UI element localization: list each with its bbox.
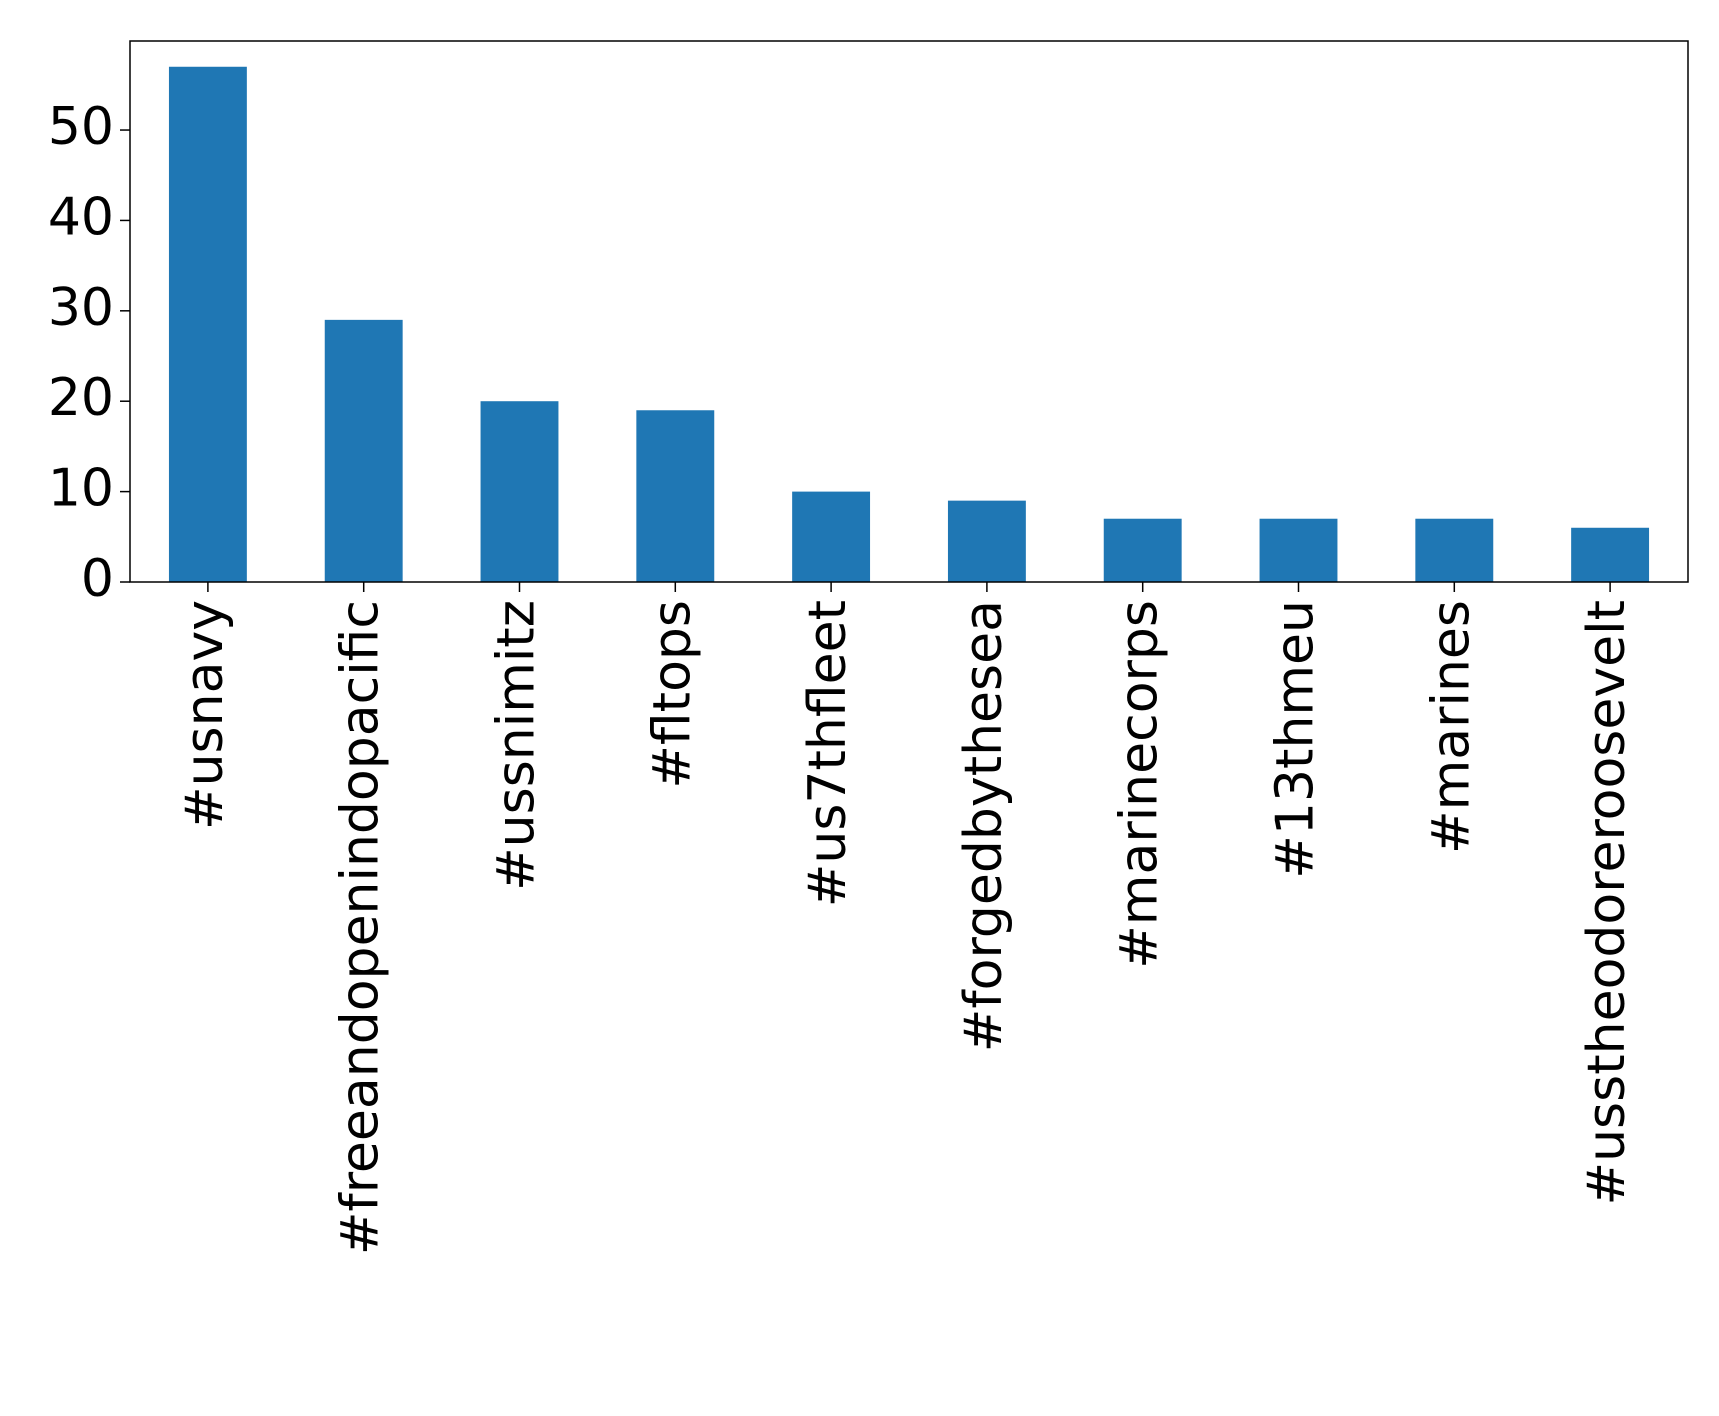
x-tick-label: #usnavy — [175, 600, 235, 830]
plot-frame — [129, 40, 1689, 583]
x-tick-label: #marines — [1421, 600, 1481, 854]
x-tick-label: #marinecorps — [1110, 600, 1170, 969]
x-tick-label: #13thmeu — [1266, 600, 1326, 879]
bar — [947, 500, 1026, 582]
bar — [1415, 518, 1494, 582]
y-tick-label: 10 — [48, 459, 114, 519]
x-tick-label: #usstheodoreroosevelt — [1577, 600, 1637, 1205]
bar — [792, 491, 871, 582]
y-tick-label: 30 — [48, 278, 114, 338]
y-tick-label: 20 — [48, 368, 114, 428]
bar — [1103, 518, 1182, 582]
bar — [1571, 527, 1650, 582]
y-tick-label: 0 — [81, 549, 114, 609]
bar — [168, 66, 247, 582]
x-tick-label: #ussnimitz — [487, 600, 547, 891]
bar — [324, 319, 403, 582]
bar — [636, 410, 715, 582]
x-tick-label: #us7thfleet — [798, 600, 858, 907]
y-tick-label: 40 — [48, 187, 114, 247]
bar — [1259, 518, 1338, 582]
y-tick-label: 50 — [48, 97, 114, 157]
x-tick-label: #fltops — [642, 600, 702, 789]
x-tick-label: #forgedbythesea — [954, 600, 1014, 1052]
x-tick-label: #freeandopenindopacific — [331, 600, 391, 1255]
bar — [480, 401, 559, 582]
